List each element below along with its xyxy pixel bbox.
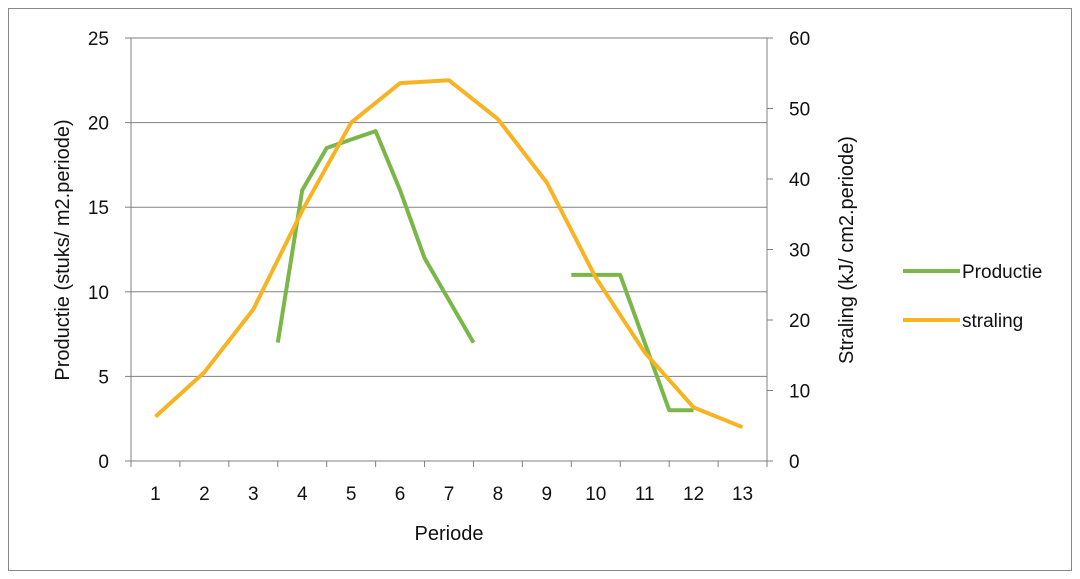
left-tick-label: 25 — [88, 29, 109, 50]
right-tick-label: 0 — [789, 452, 800, 473]
series-lines — [154, 78, 744, 430]
x-tick-label: 12 — [683, 484, 704, 505]
left-tick-label: 0 — [98, 452, 109, 473]
gridlines — [131, 37, 767, 377]
right-tick-label: 40 — [789, 170, 810, 191]
right-tick-label: 60 — [789, 29, 810, 50]
axes — [130, 38, 768, 462]
right-tick-label: 30 — [789, 241, 810, 262]
x-tick-label: 7 — [444, 484, 455, 505]
x-tick-label: 11 — [635, 484, 655, 505]
legend-label-productie: Productie — [962, 262, 1042, 283]
left-tick-label: 10 — [88, 283, 109, 304]
series-line-straling — [154, 78, 744, 430]
left-axis-ticks: 0 5 10 15 20 25 — [88, 29, 131, 473]
x-axis-ticks: 1 2 3 4 5 6 7 8 9 10 11 12 13 — [130, 461, 768, 505]
left-axis-title: Productie (stuks/ m2.periode) — [52, 119, 74, 380]
right-tick-label: 10 — [789, 382, 810, 403]
legend: Productie straling — [903, 262, 1042, 332]
left-tick-label: 20 — [88, 114, 109, 135]
x-tick-label: 3 — [248, 484, 259, 505]
x-tick-label: 6 — [395, 484, 406, 505]
x-tick-label: 1 — [150, 484, 161, 505]
x-tick-label: 13 — [732, 484, 753, 505]
right-tick-label: 20 — [789, 311, 810, 332]
x-tick-label: 2 — [199, 484, 210, 505]
right-axis-ticks: 0 10 20 30 40 50 60 — [767, 29, 810, 473]
right-tick-label: 50 — [789, 100, 810, 121]
x-tick-label: 4 — [297, 484, 308, 505]
x-axis-title: Periode — [415, 523, 484, 545]
x-tick-label: 5 — [346, 484, 357, 505]
right-axis-title: Straling (kJ/ cm2.periode) — [836, 136, 858, 364]
x-tick-label: 9 — [542, 484, 553, 505]
x-tick-label: 8 — [493, 484, 504, 505]
legend-label-straling: straling — [962, 311, 1023, 332]
series-line-productie — [275, 129, 694, 413]
left-tick-label: 15 — [88, 198, 109, 219]
left-tick-label: 5 — [98, 367, 109, 388]
chart-frame — [8, 8, 1072, 571]
x-tick-label: 10 — [585, 484, 606, 505]
